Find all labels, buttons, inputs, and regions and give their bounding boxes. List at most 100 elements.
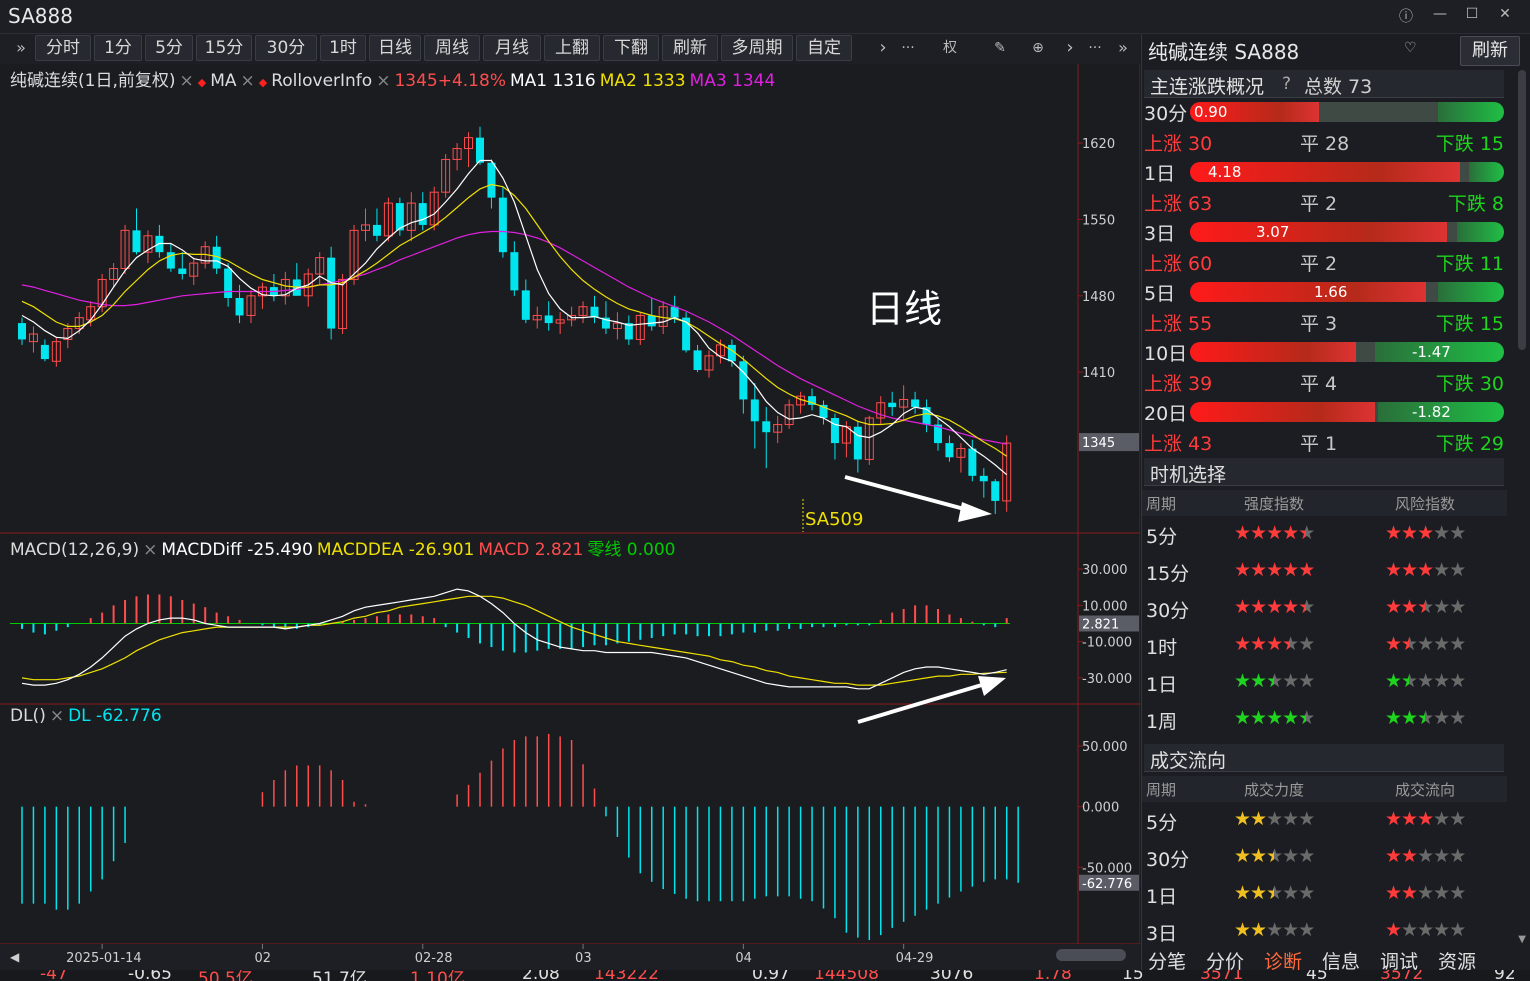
period-button-3[interactable]: 15分: [196, 35, 252, 61]
bar-up-segment: [1190, 222, 1448, 242]
chart-area: 1410 1480 1550 1620 1345 日线 SA509 30.000 10.000 -…: [0, 64, 1141, 970]
flat-count: 平 4: [1300, 373, 1338, 395]
tab-3[interactable]: 信息: [1322, 951, 1361, 973]
star-icon: ★: [1433, 919, 1450, 941]
star-icon: ★: [1266, 707, 1283, 729]
star-rating: ★★★★★: [1385, 522, 1466, 544]
period-button-6[interactable]: 日线: [369, 35, 421, 61]
y-tick-label: 1620: [1082, 137, 1115, 152]
star-icon: ★: [1385, 707, 1402, 729]
candle-body-up: [361, 224, 370, 231]
close-x-icon[interactable]: ×: [376, 71, 391, 91]
star-icon: ★: [1433, 596, 1450, 618]
updown-bar: 4.18: [1190, 162, 1504, 182]
table-row: 1周 ★★★★★ ★★★★★: [1142, 705, 1507, 735]
star-icon: ★: [1282, 633, 1299, 655]
tab-4[interactable]: 调试: [1380, 951, 1419, 973]
star-icon: ★: [1433, 559, 1450, 581]
trend-arrow-macd: [857, 682, 986, 724]
minimize-icon[interactable]: —: [1433, 6, 1447, 22]
star-icon: ★: [1298, 707, 1315, 729]
help-icon[interactable]: ⓘ: [1399, 9, 1413, 25]
dots2-icon[interactable]: ···: [1088, 40, 1102, 56]
close-x-icon[interactable]: ×: [240, 71, 255, 91]
candle-body-down: [487, 162, 496, 198]
candle-body-up: [635, 314, 645, 340]
row-period: 1日: [1146, 674, 1178, 696]
macd-tick-label: 30.000: [1082, 563, 1128, 578]
pen-icon[interactable]: ✎: [994, 40, 1006, 56]
tab-5[interactable]: 资源: [1438, 951, 1477, 973]
star-icon: ★: [1385, 808, 1402, 830]
period-button-5[interactable]: 1时: [320, 35, 366, 61]
dots-icon[interactable]: ···: [901, 40, 915, 56]
macd-tick-label: -10.000: [1082, 636, 1132, 651]
period-button-2[interactable]: 5分: [145, 35, 193, 61]
period-button-1[interactable]: 1分: [94, 35, 142, 61]
help-circle-icon[interactable]: ?: [1282, 74, 1292, 94]
cloud-icon[interactable]: ⊕: [1032, 40, 1044, 56]
star-rating: ★★★★★: [1385, 633, 1466, 655]
scroll-down-icon[interactable]: ▼: [1518, 934, 1526, 945]
candle-body-up: [143, 235, 153, 253]
candle-body-up: [464, 137, 474, 150]
status-value: 3076: [930, 970, 974, 981]
tab-1[interactable]: 分价: [1206, 951, 1245, 973]
candle-body-down: [601, 317, 610, 329]
period-button-13[interactable]: 自定: [796, 35, 852, 61]
period-button-4[interactable]: 30分: [255, 35, 317, 61]
dl-title: DL(): [10, 706, 46, 726]
period-button-10[interactable]: 下翻: [603, 35, 659, 61]
period-button-12[interactable]: 多周期: [721, 35, 793, 61]
status-value: 45: [1306, 970, 1328, 981]
star-icon: ★: [1266, 808, 1283, 830]
period-button-7[interactable]: 周线: [424, 35, 480, 61]
close-x-icon[interactable]: ×: [143, 540, 158, 560]
overview-row: 30分 0.90: [1142, 98, 1507, 128]
star-icon: ★: [1433, 808, 1450, 830]
trend-arrowhead-macd: [978, 676, 1006, 696]
candle-body-down: [510, 252, 519, 291]
close-icon[interactable]: ✕: [1499, 6, 1511, 22]
current-price-tag: [1079, 433, 1139, 452]
heart-icon[interactable]: ♡: [1404, 40, 1417, 56]
star-icon: ★: [1250, 707, 1267, 729]
star-icon: ★: [1266, 559, 1283, 581]
refresh-button[interactable]: 刷新: [1460, 36, 1520, 66]
star-icon: ★: [1250, 808, 1267, 830]
period-button-8[interactable]: 月线: [483, 35, 541, 61]
dl-value: DL -62.776: [68, 706, 162, 726]
period-button-0[interactable]: 分时: [35, 35, 91, 61]
overview-count-row: 上涨 63 平 2 下跌 8: [1142, 188, 1507, 218]
overview-period: 20日: [1144, 403, 1188, 425]
collapse-icon[interactable]: »: [1118, 38, 1128, 57]
close-x-icon[interactable]: ×: [179, 71, 194, 91]
row-period: 5分: [1146, 812, 1178, 834]
candle-body-up: [864, 417, 874, 460]
weight-icon[interactable]: 权: [943, 40, 957, 56]
next-icon[interactable]: ›: [1066, 37, 1074, 58]
expand-left-icon[interactable]: »: [16, 38, 26, 57]
more-icon[interactable]: ›: [879, 37, 887, 58]
panel-scrollbar[interactable]: [1518, 70, 1526, 350]
star-rating: ★★★★★: [1234, 522, 1315, 544]
bar-down-segment: [1469, 162, 1504, 182]
table-row: 1日 ★★★★★ ★★★★★: [1142, 880, 1507, 910]
down-count: 下跌 15: [1435, 133, 1504, 155]
star-icon: ★: [1298, 596, 1315, 618]
overview-period: 5日: [1144, 283, 1176, 305]
star-icon: ★: [1250, 882, 1267, 904]
star-icon: ★: [1417, 919, 1434, 941]
maximize-icon[interactable]: ☐: [1465, 6, 1479, 22]
period-button-11[interactable]: 刷新: [662, 35, 718, 61]
candle-body-down: [178, 268, 187, 274]
star-rating: ★★★★★: [1234, 559, 1315, 581]
candle-body-up: [784, 404, 794, 426]
star-rating: ★★★★★: [1385, 882, 1466, 904]
candle-body-down: [132, 230, 141, 253]
candle-body-down: [979, 475, 988, 482]
period-button-9[interactable]: 上翻: [544, 35, 600, 61]
tab-0[interactable]: 分笔: [1148, 951, 1187, 973]
candle-body-down: [670, 306, 679, 318]
close-x-icon[interactable]: ×: [49, 706, 65, 726]
